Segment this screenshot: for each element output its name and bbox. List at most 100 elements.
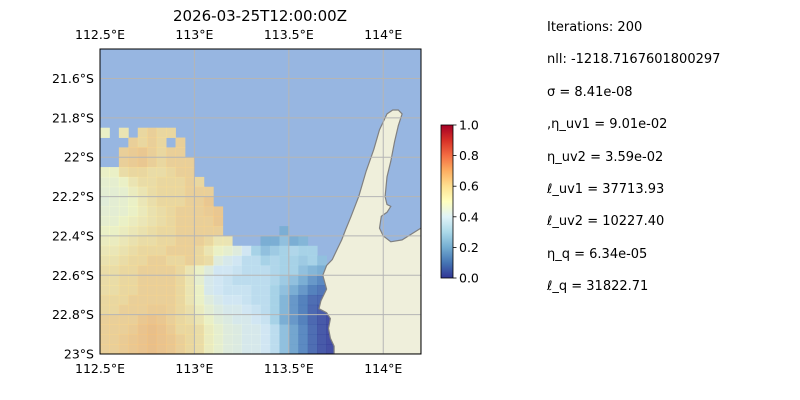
y-tick-label: 22.4°S xyxy=(52,228,94,243)
heatmap-cell xyxy=(203,294,214,306)
colorbar-frame xyxy=(440,124,454,279)
nll-text: nll: -1218.7167601800297 xyxy=(547,52,721,67)
heatmap-cell xyxy=(260,324,271,335)
heatmap-cell xyxy=(109,275,120,286)
heatmap-cell xyxy=(213,265,224,276)
heatmap-cell xyxy=(203,304,214,316)
heatmap-cell xyxy=(109,285,120,296)
heatmap-cell xyxy=(137,196,148,207)
heatmap-cell xyxy=(241,275,252,286)
heatmap-cell xyxy=(269,344,280,354)
heatmap-cell xyxy=(109,206,120,217)
heatmap-cell xyxy=(137,235,148,247)
heatmap-cell xyxy=(203,344,214,354)
heatmap-cell xyxy=(156,137,167,148)
heatmap-cell xyxy=(109,304,120,316)
heatmap-cell xyxy=(175,324,186,335)
heatmap-cell xyxy=(288,255,299,266)
heatmap-cell xyxy=(156,186,167,197)
heatmap-cell xyxy=(147,344,158,354)
heatmap-cell xyxy=(147,176,158,188)
heatmap-cell xyxy=(118,255,129,266)
heatmap-cell xyxy=(288,285,299,296)
eta-uv2-text: η_uv2 = 3.59e-02 xyxy=(547,150,664,165)
heatmap-cell xyxy=(184,265,195,276)
heatmap-cell xyxy=(118,245,129,257)
heatmap-cell xyxy=(288,314,299,325)
heatmap-cell xyxy=(269,245,280,257)
heatmap-cell xyxy=(317,265,327,276)
eta-uv1-text: ,η_uv1 = 9.01e-02 xyxy=(547,117,668,132)
heatmap-cell xyxy=(184,344,195,354)
heatmap-cell xyxy=(317,255,327,266)
heatmap-cell xyxy=(147,137,158,148)
heatmap-cell xyxy=(298,344,309,354)
heatmap-cell xyxy=(203,235,214,247)
heatmap-cell xyxy=(100,186,110,197)
heatmap-cell xyxy=(157,354,167,364)
heatmap-cell xyxy=(147,245,158,257)
heatmap-cell xyxy=(109,186,120,197)
heatmap-cell xyxy=(213,285,224,296)
heatmap-cell xyxy=(203,255,214,266)
heatmap-cell xyxy=(166,167,176,178)
heatmap-cell xyxy=(156,334,167,345)
heatmap-cell xyxy=(166,226,176,237)
heatmap-cell xyxy=(260,255,271,266)
heatmap-cell xyxy=(166,176,176,188)
heatmap-cell xyxy=(269,334,280,345)
heatmap-cell xyxy=(175,235,186,247)
x-tick-label-bottom: 114°E xyxy=(364,361,402,376)
heatmap-cell xyxy=(128,157,139,168)
heatmap-cell xyxy=(166,265,176,276)
x-tick-label-top: 112.5°E xyxy=(75,27,125,42)
heatmap-cell xyxy=(232,265,243,276)
heatmap-cell xyxy=(118,275,129,286)
heatmap-cell xyxy=(118,186,129,197)
heatmap-cell xyxy=(156,285,167,296)
heatmap-cell xyxy=(128,235,139,247)
heatmap-cell xyxy=(128,137,139,148)
heatmap-cell xyxy=(203,226,214,237)
heatmap-cell xyxy=(317,334,327,345)
heatmap-cell xyxy=(166,245,176,257)
heatmap-cell xyxy=(279,294,290,306)
heatmap-cell xyxy=(222,245,233,257)
heatmap-cell xyxy=(232,294,243,306)
heatmap-cell xyxy=(109,324,120,335)
heatmap-cell xyxy=(156,206,167,217)
heatmap-cell xyxy=(128,334,139,345)
heatmap-cell xyxy=(118,216,129,227)
heatmap-cell xyxy=(137,186,148,197)
heatmap-cell xyxy=(241,334,252,345)
heatmap-cell xyxy=(147,314,158,325)
heatmap-cell xyxy=(241,255,252,266)
heatmap-cell xyxy=(213,344,224,354)
heatmap-cell xyxy=(260,344,271,354)
heatmap-cell xyxy=(203,324,214,335)
heatmap-cell xyxy=(327,354,337,364)
heatmap-cell xyxy=(298,294,309,306)
heatmap-cell xyxy=(194,294,205,306)
heatmap-cell xyxy=(118,235,129,247)
heatmap-cell xyxy=(288,324,299,335)
heatmap-cell xyxy=(269,324,280,335)
heatmap-cell xyxy=(203,265,214,276)
heatmap-cell xyxy=(175,186,186,197)
heatmap-cell xyxy=(317,275,327,286)
heatmap-cell xyxy=(128,275,139,286)
heatmap-cell xyxy=(194,255,205,266)
heatmap-cell xyxy=(222,334,233,345)
heatmap-cell xyxy=(184,176,195,188)
heatmap-cell xyxy=(137,245,148,257)
colorbar-tick-labels: 0.0 0.2 0.4 0.6 0.8 1.0 xyxy=(453,118,479,286)
heatmap-cell xyxy=(109,167,120,178)
heatmap-cell xyxy=(137,157,148,168)
heatmap-cell xyxy=(128,245,139,257)
colorbar-tick-label: 0.2 xyxy=(459,240,479,255)
heatmap-cell xyxy=(298,265,309,276)
heatmap-cell xyxy=(288,294,299,306)
x-tick-labels-bottom: 112.5°E 113°E 113.5°E 114°E xyxy=(75,361,402,376)
heatmap-cell xyxy=(317,314,327,325)
heatmap-cell xyxy=(232,314,243,325)
